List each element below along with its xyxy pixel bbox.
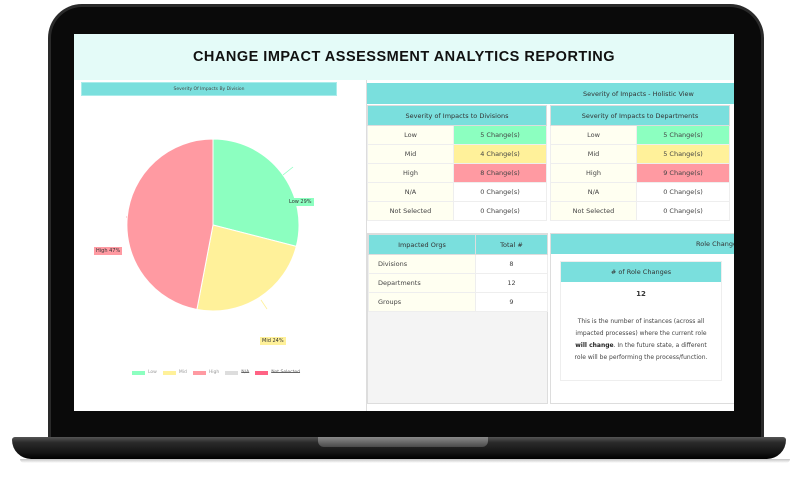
org-total: 9	[475, 292, 548, 312]
severity-label: High	[550, 163, 637, 183]
holistic-panel: Severity of Impacts - Holistic View Seve…	[366, 80, 734, 411]
severity-label: High	[367, 163, 454, 183]
table-row: Groups 9	[368, 292, 548, 312]
table-row: High 8 Change(s)	[367, 163, 547, 183]
table-row: Not Selected 0 Change(s)	[550, 201, 730, 221]
severity-label: N/A	[550, 182, 637, 202]
table-row: N/A 0 Change(s)	[367, 182, 547, 202]
laptop-base	[12, 437, 786, 459]
role-changes-description: This is the number of instances (across …	[574, 318, 708, 361]
severity-value: 5 Change(s)	[636, 144, 730, 164]
table-row: Not Selected 0 Change(s)	[367, 201, 547, 221]
severity-value: 0 Change(s)	[636, 182, 730, 202]
division-chart-header: Severity Of Impacts By Division	[81, 82, 337, 96]
table-row: Departments 12	[368, 273, 548, 293]
org-name: Groups	[368, 292, 476, 312]
table-row: Mid 4 Change(s)	[367, 144, 547, 164]
role-changes-count: 12	[636, 290, 646, 298]
laptop-notch	[318, 437, 488, 447]
table-row: N/A 0 Change(s)	[550, 182, 730, 202]
divisions-severity-table: Severity of Impacts to Divisions Low 5 Ch…	[367, 105, 547, 221]
severity-value: 8 Change(s)	[453, 163, 547, 183]
holistic-header: Severity of Impacts - Holistic View	[367, 83, 734, 104]
legend-item-mid[interactable]: Mid	[162, 370, 187, 375]
impacted-orgs-table: Impacted Orgs Total # Divisions 8 Departm…	[368, 234, 548, 312]
severity-label: Not Selected	[550, 201, 637, 221]
legend-item-high[interactable]: High	[192, 370, 219, 375]
chart-legend: Low Mid High N/A Not Selected	[132, 370, 300, 375]
laptop-shadow	[20, 459, 790, 463]
departments-severity-table: Severity of Impacts to Departments Low 5 …	[550, 105, 730, 221]
severity-value: 0 Change(s)	[453, 201, 547, 221]
severity-value: 0 Change(s)	[453, 182, 547, 202]
severity-label: Low	[550, 125, 637, 145]
pie-slice-mid[interactable]	[196, 224, 297, 312]
severity-pie-chart[interactable]	[126, 138, 300, 312]
severity-label: N/A	[367, 182, 454, 202]
table-row: Mid 5 Change(s)	[550, 144, 730, 164]
role-changes-header: Role Changes	[551, 234, 734, 254]
impacted-orgs-col-header: Impacted Orgs	[368, 234, 476, 255]
divisions-severity-header: Severity of Impacts to Divisions	[367, 105, 547, 126]
org-name: Departments	[368, 273, 476, 293]
pie-slice-high[interactable]	[126, 138, 214, 311]
division-chart-panel: Severity Of Impacts By Division Low 29% …	[74, 80, 364, 411]
org-total: 8	[475, 254, 548, 274]
legend-item-low[interactable]: Low	[132, 370, 157, 375]
severity-value: 4 Change(s)	[453, 144, 547, 164]
impacted-orgs-panel: Impacted Orgs Total # Divisions 8 Departm…	[367, 233, 548, 404]
page-title: CHANGE IMPACT ASSESSMENT ANALYTICS REPOR…	[192, 49, 616, 65]
pie-label-low: Low 29%	[287, 198, 314, 206]
org-total: 12	[475, 273, 548, 293]
pie-label-mid: Mid 24%	[260, 337, 286, 345]
severity-value: 5 Change(s)	[636, 125, 730, 145]
severity-label: Mid	[367, 144, 454, 164]
role-changes-panel: Role Changes # of Role Changes 12 This i…	[550, 233, 734, 404]
legend-item-not-selected[interactable]: Not Selected	[255, 370, 300, 375]
table-row: High 9 Change(s)	[550, 163, 730, 183]
severity-value: 0 Change(s)	[636, 201, 730, 221]
total-col-header: Total #	[475, 234, 548, 255]
dashboard-screen: CHANGE IMPACT ASSESSMENT ANALYTICS REPOR…	[74, 34, 734, 411]
severity-label: Low	[367, 125, 454, 145]
severity-value: 9 Change(s)	[636, 163, 730, 183]
role-changes-card-header: # of Role Changes	[561, 262, 721, 282]
legend-item-na[interactable]: N/A	[225, 370, 249, 375]
org-name: Divisions	[368, 254, 476, 274]
pie-label-high: High 47%	[94, 247, 123, 255]
severity-label: Not Selected	[367, 201, 454, 221]
title-bar: CHANGE IMPACT ASSESSMENT ANALYTICS REPOR…	[74, 34, 734, 80]
severity-value: 5 Change(s)	[453, 125, 547, 145]
table-row: Low 5 Change(s)	[367, 125, 547, 145]
role-changes-card: # of Role Changes 12 This is the number …	[560, 261, 722, 381]
table-row: Divisions 8	[368, 254, 548, 274]
pie-slice-low[interactable]	[212, 138, 300, 248]
table-row: Low 5 Change(s)	[550, 125, 730, 145]
departments-severity-header: Severity of Impacts to Departments	[550, 105, 730, 126]
severity-label: Mid	[550, 144, 637, 164]
